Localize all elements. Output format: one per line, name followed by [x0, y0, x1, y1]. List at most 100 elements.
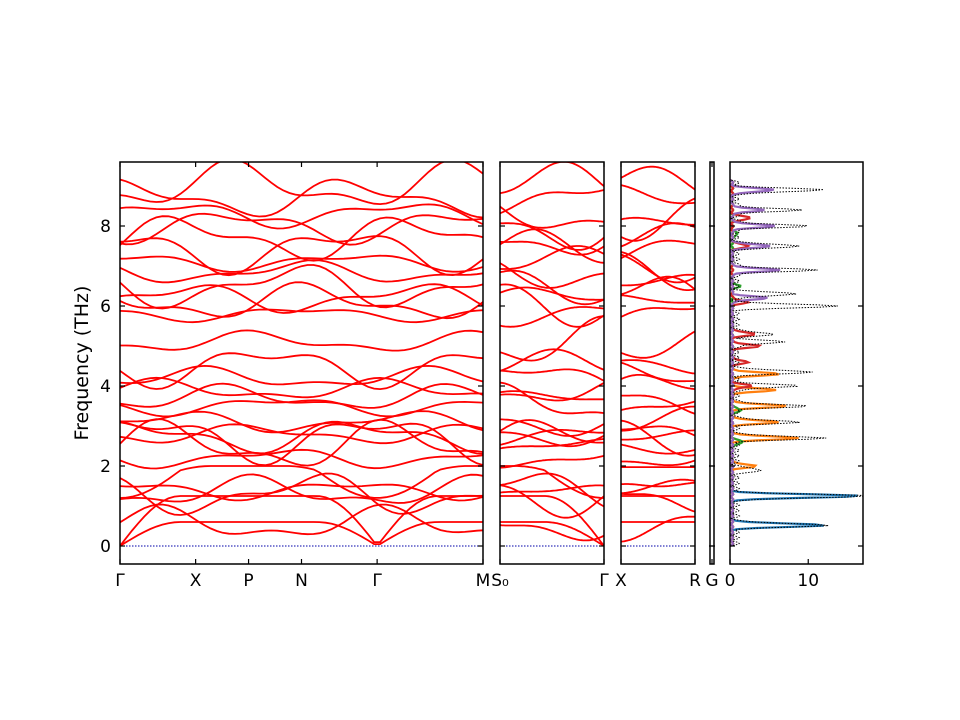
band-line	[120, 376, 483, 399]
band-line	[621, 275, 695, 296]
x-tick-label: R	[689, 571, 701, 591]
x-tick-label: X	[615, 571, 627, 591]
y-tick-label: 6	[100, 297, 111, 317]
x-tick-label: Γ	[115, 571, 125, 591]
band-line	[621, 273, 695, 287]
band-line	[500, 521, 604, 547]
band-line	[621, 165, 695, 191]
band-line	[500, 484, 604, 494]
x-tick-label: Γ	[599, 571, 609, 591]
band-lines	[621, 165, 695, 543]
band-line	[500, 315, 604, 362]
band-line	[500, 382, 604, 402]
band-panel-0: 0 2 4 6 8 Γ X P N Γ M	[100, 161, 491, 591]
panel-frame	[620, 161, 696, 565]
band-line	[621, 493, 695, 513]
dos-x-tick-label: 10	[797, 571, 819, 591]
band-line	[500, 262, 604, 289]
band-line	[500, 495, 604, 547]
band-panel-1: S₀ Γ	[491, 161, 609, 591]
x-tick-label: G	[705, 571, 718, 591]
y-tick-label: 2	[100, 457, 111, 477]
band-line	[120, 521, 483, 547]
band-lines	[500, 162, 604, 547]
band-line	[120, 329, 483, 352]
y-tick-label: 0	[100, 537, 111, 557]
band-line	[500, 205, 604, 229]
band-line	[500, 381, 604, 415]
band-line	[120, 483, 483, 502]
band-line	[120, 503, 483, 536]
band-line	[621, 216, 695, 226]
band-line	[621, 307, 695, 318]
band-line	[120, 162, 483, 206]
band-line	[120, 259, 483, 284]
y-axis-label: Frequency (THz)	[71, 286, 93, 441]
band-line	[120, 473, 483, 504]
band-line	[621, 294, 695, 304]
band-line	[120, 495, 483, 547]
dos-series-4	[730, 179, 781, 547]
band-line	[120, 283, 483, 314]
band-line	[621, 515, 695, 543]
band-line	[120, 410, 483, 434]
band-line	[621, 481, 695, 488]
dos-total	[730, 179, 863, 547]
panel-frame	[709, 161, 715, 565]
dos-curves	[730, 179, 863, 547]
band-line	[621, 459, 695, 467]
y-tick-label: 4	[100, 377, 111, 397]
band-line	[621, 184, 695, 205]
band-line	[621, 222, 695, 248]
band-line	[500, 286, 604, 301]
band-line	[621, 253, 695, 284]
band-line	[500, 431, 604, 448]
band-line	[500, 245, 604, 270]
x-tick-label: X	[190, 571, 202, 591]
band-line	[500, 454, 604, 469]
band-line	[621, 330, 695, 359]
y-tick-label: 8	[100, 217, 111, 237]
band-line	[500, 368, 604, 382]
band-line	[120, 448, 483, 470]
band-line	[500, 240, 604, 256]
band-line	[621, 359, 695, 375]
band-line	[621, 400, 695, 411]
band-line	[500, 269, 604, 306]
band-line	[500, 348, 604, 372]
band-panel-3: G	[705, 161, 719, 591]
band-line	[120, 308, 483, 324]
band-line	[120, 235, 483, 277]
x-tick-label: M	[476, 571, 491, 591]
band-line	[500, 418, 604, 437]
band-line	[120, 264, 483, 310]
dos-x-tick-label: 0	[725, 571, 736, 591]
band-line	[120, 281, 483, 320]
band-line	[120, 352, 483, 391]
band-line	[500, 524, 604, 542]
x-tick-label: Γ	[372, 571, 382, 591]
band-line	[621, 443, 695, 455]
band-line	[120, 472, 483, 516]
band-line	[621, 419, 695, 457]
band-line	[500, 162, 604, 195]
band-line	[120, 421, 483, 467]
band-line	[500, 472, 604, 508]
band-line	[621, 239, 695, 260]
band-line	[500, 222, 604, 251]
band-line	[120, 399, 483, 418]
x-tick-label: S₀	[491, 571, 509, 591]
band-line	[120, 423, 483, 445]
band-line	[621, 425, 695, 437]
band-line	[120, 203, 483, 230]
band-line	[621, 394, 695, 415]
x-tick-label: P	[243, 571, 253, 591]
band-line	[120, 418, 483, 467]
band-line	[500, 283, 604, 328]
band-line	[500, 390, 604, 401]
band-line	[500, 189, 604, 215]
band-line	[120, 465, 483, 499]
